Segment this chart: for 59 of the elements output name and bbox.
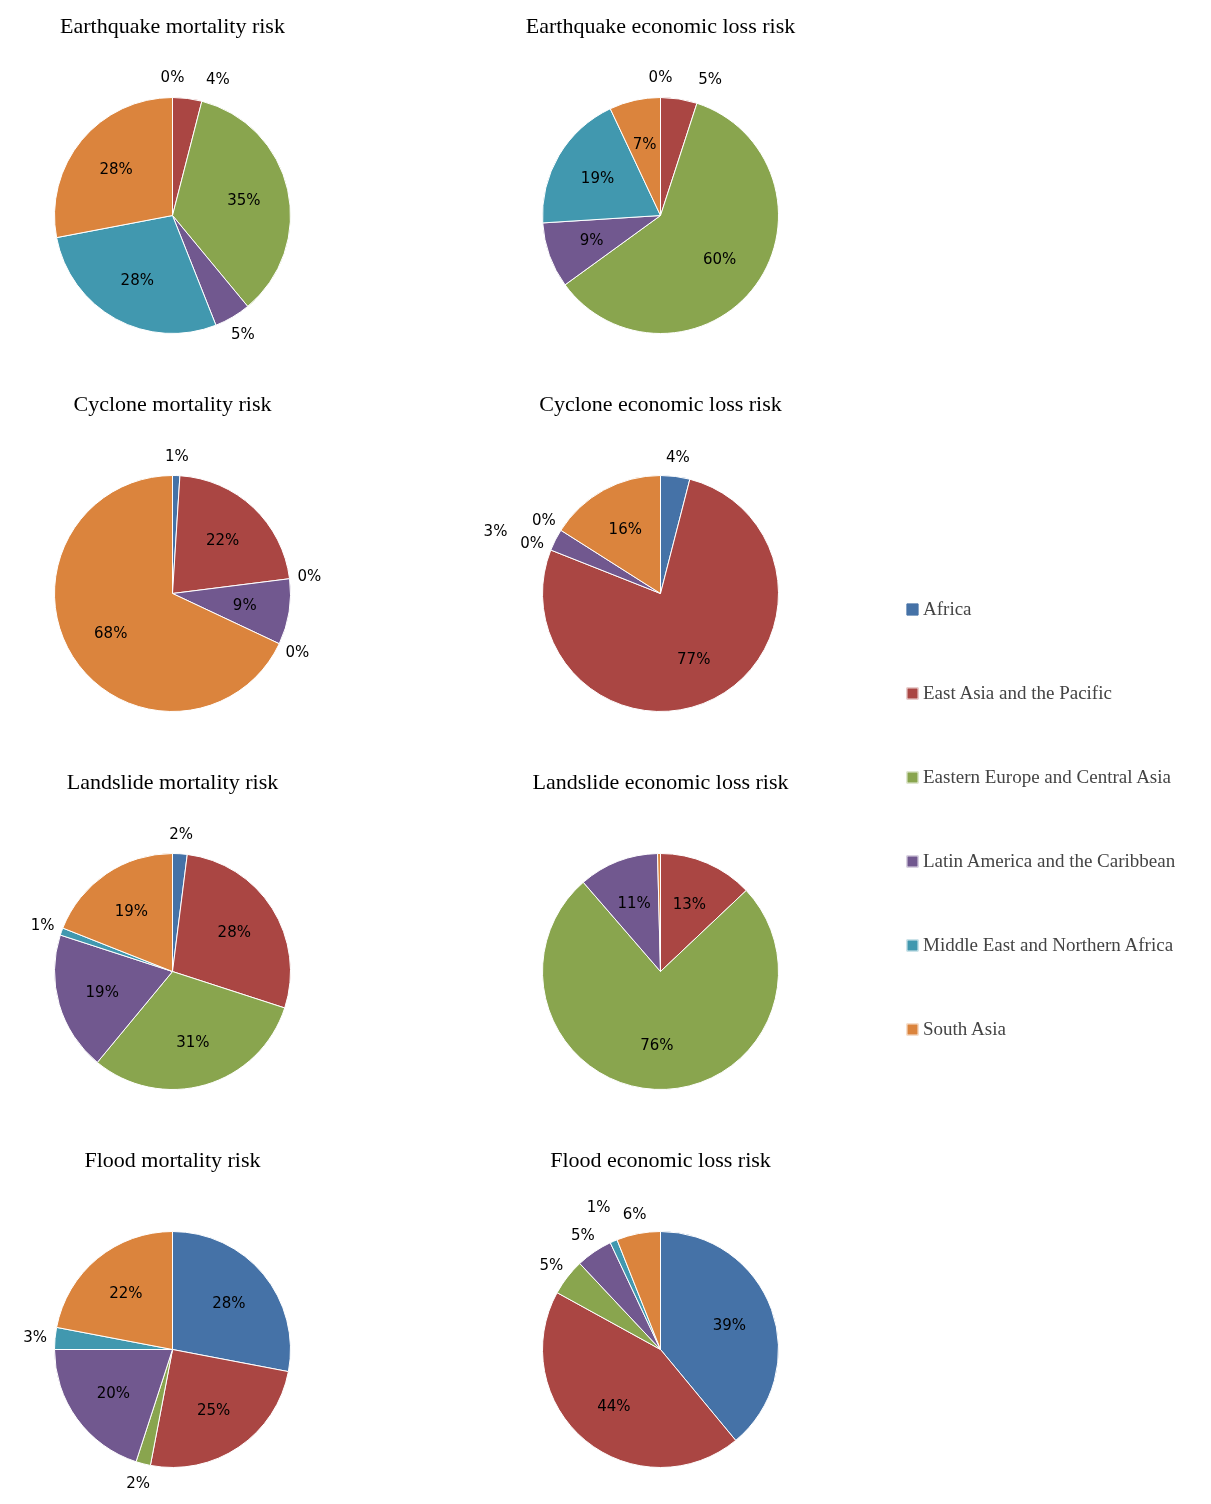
data-label: 3% (23, 1327, 47, 1346)
chart-title: Landslide mortality risk (66, 769, 279, 794)
data-label: 2% (169, 824, 194, 843)
data-label: 28% (217, 923, 251, 942)
data-label: 68% (94, 623, 128, 642)
legend-label: Middle East and Northern Africa (923, 934, 1174, 956)
data-label: 5% (571, 1226, 595, 1245)
data-label: 28% (99, 159, 133, 178)
data-label: 19% (580, 169, 615, 188)
text: 0% (520, 533, 545, 552)
chart-title: Cyclone economic loss risk (539, 391, 782, 416)
text: 0% (532, 510, 556, 529)
text: 0% (285, 643, 310, 662)
data-label: 3% (483, 521, 508, 540)
chart-title: Flood mortality risk (84, 1147, 261, 1172)
data-label: 13% (672, 895, 707, 914)
data-label: 22% (205, 531, 240, 550)
data-label: 5% (230, 325, 255, 344)
data-label: 35% (227, 190, 261, 209)
data-label: 20% (96, 1383, 130, 1402)
data-label: 2% (126, 1474, 151, 1493)
data-label: 9% (579, 231, 604, 250)
data-label: 22% (109, 1284, 143, 1303)
data-label: 5% (539, 1255, 564, 1274)
data-label: 19% (114, 901, 149, 920)
legend-label: East Asia and the Pacific (923, 682, 1112, 704)
data-label: 77% (677, 649, 711, 668)
legend-label: Africa (923, 598, 972, 620)
data-label: 11% (617, 894, 651, 913)
data-label: 28% (120, 270, 154, 289)
data-label: 4% (665, 447, 690, 466)
data-label: 6% (622, 1204, 647, 1223)
text: 0% (297, 567, 322, 586)
data-label: 7% (632, 135, 657, 154)
data-label: 1% (164, 446, 189, 465)
chart-title: Earthquake economic loss risk (525, 13, 796, 38)
data-label: 1% (586, 1197, 611, 1216)
legend-label: South Asia (923, 1018, 1006, 1040)
data-label: 19% (85, 982, 119, 1001)
data-label: 31% (176, 1032, 210, 1051)
legend-label: Eastern Europe and Central Asia (923, 766, 1171, 788)
data-label: 60% (703, 249, 737, 268)
text: 0% (160, 68, 185, 87)
data-label: 5% (698, 70, 722, 89)
chart-title: Cyclone mortality risk (73, 391, 272, 416)
data-label: 16% (608, 520, 642, 539)
chart-title: Landslide economic loss risk (532, 769, 789, 794)
data-label: 76% (640, 1035, 674, 1054)
data-label: 39% (712, 1315, 747, 1334)
text: 0% (648, 68, 673, 87)
data-label: 25% (196, 1401, 231, 1420)
data-label: 4% (205, 69, 230, 88)
data-label: 1% (30, 915, 55, 934)
data-label: 28% (212, 1293, 246, 1312)
chart-title: Flood economic loss risk (550, 1147, 771, 1172)
legend-label: Latin America and the Caribbean (923, 850, 1176, 872)
chart-title: Earthquake mortality risk (60, 13, 285, 38)
data-label: 9% (232, 595, 257, 614)
data-label: 44% (597, 1396, 631, 1415)
